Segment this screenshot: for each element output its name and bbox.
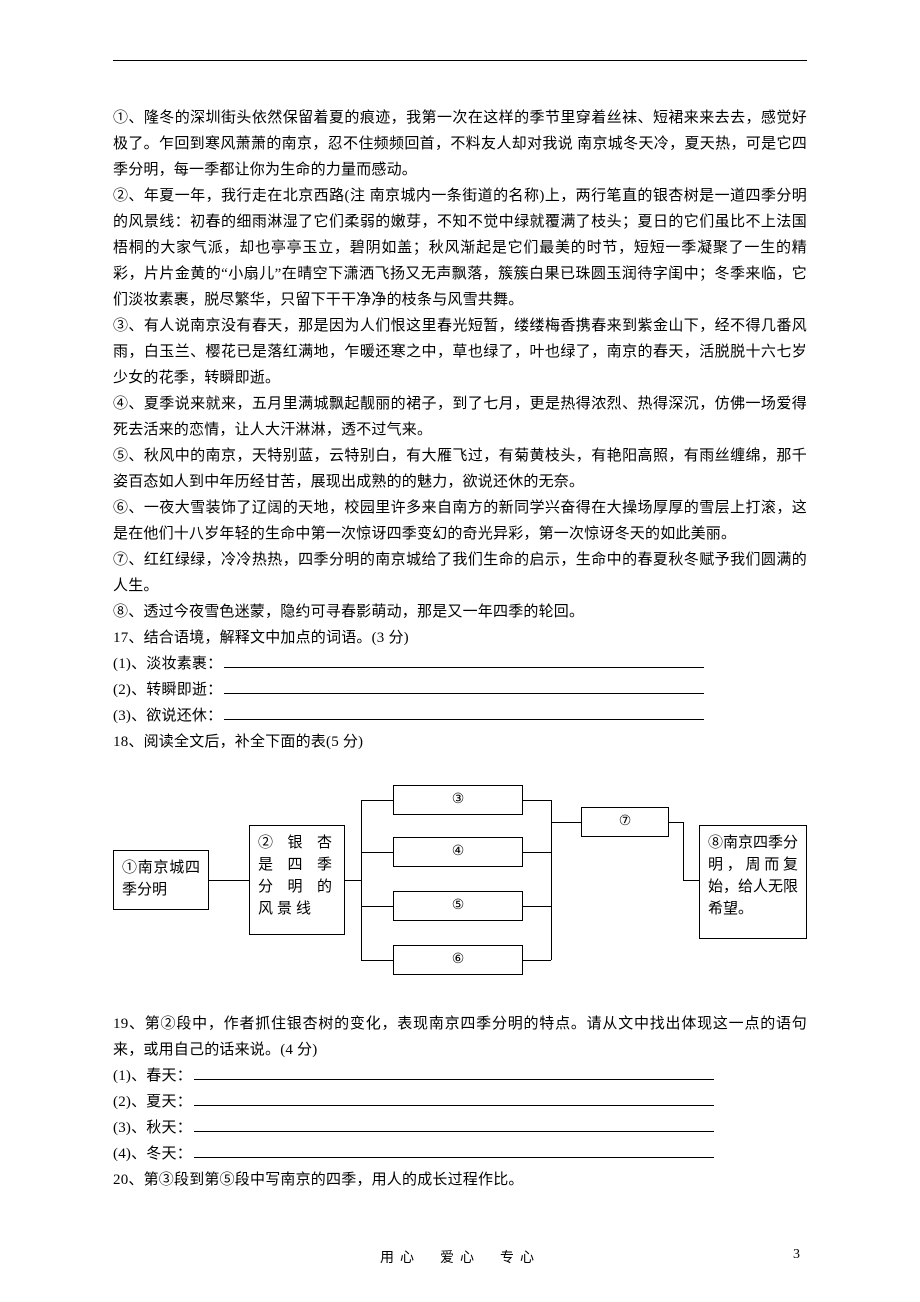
- diagram-box-1-label: ①南京城四季分明: [122, 860, 200, 898]
- q20-stem: 20、第③段到第⑤段中写南京的四季，用人的成长过程作比。: [113, 1167, 807, 1193]
- diagram-connector: [523, 906, 551, 907]
- diagram-connector: [683, 822, 684, 880]
- diagram-box-6: ⑥: [393, 945, 523, 975]
- diagram-box-6-label: ⑥: [452, 952, 465, 967]
- diagram-connector: [551, 800, 552, 960]
- diagram-connector: [361, 852, 393, 853]
- top-rule: [113, 60, 807, 61]
- q17-item-1-label: (1)、淡妆素裹：: [113, 656, 222, 672]
- q17-item-3-label: (3)、欲说还休：: [113, 708, 222, 724]
- diagram-box-3-label: ③: [452, 792, 465, 807]
- diagram-box-2-label: ② 银 杏是 四 季分 明 的风景线: [258, 835, 336, 917]
- diagram-box-4-label: ④: [452, 844, 465, 859]
- diagram-connector: [209, 880, 249, 881]
- q19-item-1-label: (1)、春天：: [113, 1068, 192, 1084]
- diagram-box-3: ③: [393, 785, 523, 815]
- diagram-connector: [523, 960, 551, 961]
- blank-line: [194, 1065, 714, 1080]
- blank-line: [194, 1143, 714, 1158]
- passage-p6: ⑥、一夜大雪装饰了辽阔的天地，校园里许多来自南方的新同学兴奋得在大操场厚厚的雪层…: [113, 495, 807, 547]
- diagram-box-2: ② 银 杏是 四 季分 明 的风景线: [249, 825, 345, 935]
- q19-item-2: (2)、夏天：: [113, 1089, 807, 1115]
- diagram-connector: [361, 906, 393, 907]
- diagram-connector: [551, 822, 581, 823]
- passage-p4: ④、夏季说来就来，五月里满城飘起靓丽的裙子，到了七月，更是热得浓烈、热得深沉，仿…: [113, 391, 807, 443]
- diagram-box-4: ④: [393, 837, 523, 867]
- footer-motto: 用心 爱心 专心: [380, 1251, 540, 1266]
- blank-line: [194, 1117, 714, 1132]
- diagram-connector: [361, 800, 393, 801]
- passage-p3: ③、有人说南京没有春天，那是因为人们恨这里春光短暂，缕缕梅香携春来到紫金山下，经…: [113, 313, 807, 391]
- diagram-box-7-label: ⑦: [619, 814, 632, 829]
- blank-line: [224, 679, 704, 694]
- q17-item-1: (1)、淡妆素裹：: [113, 651, 807, 677]
- diagram-box-8: ⑧南京四季分明，周而复始，给人无限希望。: [699, 825, 807, 939]
- passage-p8: ⑧、透过今夜雪色迷蒙，隐约可寻春影萌动，那是又一年四季的轮回。: [113, 599, 807, 625]
- diagram-box-8-label: ⑧南京四季分明，周而复始，给人无限希望。: [708, 835, 798, 917]
- q18-stem: 18、阅读全文后，补全下面的表(5 分): [113, 729, 807, 755]
- q19-item-4: (4)、冬天：: [113, 1141, 807, 1167]
- diagram-connector: [361, 960, 393, 961]
- footer-page-number: 3: [793, 1247, 800, 1263]
- q17-item-2-label: (2)、转瞬即逝：: [113, 682, 222, 698]
- diagram-connector: [683, 880, 699, 881]
- page-content: ①、隆冬的深圳街头依然保留着夏的痕迹，我第一次在这样的季节里穿着丝袜、短裙来来去…: [113, 60, 807, 1193]
- passage-p2: ②、年夏一年，我行走在北京西路(注 南京城内一条街道的名称)上，两行笔直的银杏树…: [113, 183, 807, 313]
- diagram-box-5: ⑤: [393, 891, 523, 921]
- q19-item-1: (1)、春天：: [113, 1063, 807, 1089]
- diagram-connector: [345, 880, 361, 881]
- blank-line: [224, 653, 704, 668]
- passage-p1: ①、隆冬的深圳街头依然保留着夏的痕迹，我第一次在这样的季节里穿着丝袜、短裙来来去…: [113, 105, 807, 183]
- q19-item-3-label: (3)、秋天：: [113, 1120, 192, 1136]
- diagram-connector: [523, 800, 551, 801]
- blank-line: [224, 705, 704, 720]
- q19-item-4-label: (4)、冬天：: [113, 1146, 192, 1162]
- q17-item-2: (2)、转瞬即逝：: [113, 677, 807, 703]
- q17-item-3: (3)、欲说还休：: [113, 703, 807, 729]
- q19-item-3: (3)、秋天：: [113, 1115, 807, 1141]
- diagram-connector: [669, 822, 683, 823]
- diagram-box-5-label: ⑤: [452, 898, 465, 913]
- q18-diagram: ①南京城四季分明 ② 银 杏是 四 季分 明 的风景线 ③ ④ ⑤ ⑥ ⑦: [113, 765, 807, 1005]
- page-footer: 用心 爱心 专心 3: [0, 1247, 920, 1267]
- passage-p7: ⑦、红红绿绿，冷冷热热，四季分明的南京城给了我们生命的启示，生命中的春夏秋冬赋予…: [113, 547, 807, 599]
- diagram-connector: [523, 852, 551, 853]
- diagram-box-1: ①南京城四季分明: [113, 850, 209, 910]
- q17-stem: 17、结合语境，解释文中加点的词语。(3 分): [113, 625, 807, 651]
- blank-line: [194, 1091, 714, 1106]
- q19-stem: 19、第②段中，作者抓住银杏树的变化，表现南京四季分明的特点。请从文中找出体现这…: [113, 1011, 807, 1063]
- diagram-box-7: ⑦: [581, 807, 669, 837]
- passage-p5: ⑤、秋风中的南京，天特别蓝，云特别白，有大雁飞过，有菊黄枝头，有艳阳高照，有雨丝…: [113, 443, 807, 495]
- q19-item-2-label: (2)、夏天：: [113, 1094, 192, 1110]
- diagram-connector: [361, 800, 362, 960]
